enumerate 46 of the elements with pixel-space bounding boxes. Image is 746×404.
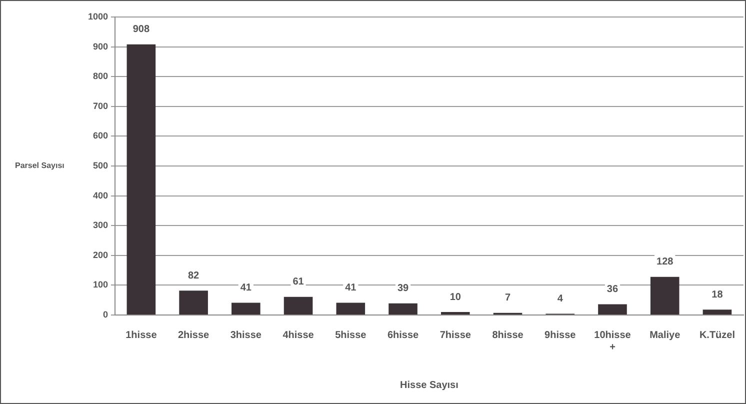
data-label: 41 [240, 282, 252, 294]
bar [232, 302, 260, 314]
data-label: 128 [656, 256, 674, 268]
data-label: 41 [345, 282, 357, 294]
data-label: 61 [292, 276, 304, 288]
y-axis-title: Parsel Sayısı [15, 161, 64, 170]
x-axis-title: Hisse Sayısı [400, 380, 459, 391]
bar [284, 296, 313, 314]
bar [388, 303, 418, 314]
x-tick-label: 5hisse [335, 330, 367, 341]
bar [598, 304, 627, 314]
y-tick-label: 300 [92, 220, 108, 230]
bar [126, 44, 156, 314]
x-tick-label: 8hisse [492, 330, 524, 341]
data-label: 7 [504, 292, 511, 304]
y-tick-label: 1000 [88, 11, 108, 22]
x-tick-label: 1hisse [126, 330, 158, 341]
data-label: 18 [712, 289, 724, 300]
data-label: 36 [606, 284, 618, 296]
bar [179, 290, 208, 314]
x-tick-label: 4hisse [282, 330, 314, 341]
y-tick-label: 800 [92, 71, 108, 82]
x-tick-label: 2hisse [178, 330, 210, 341]
data-label: 82 [188, 270, 200, 282]
y-tick-label: 700 [92, 100, 108, 111]
y-tick-label: 900 [92, 41, 108, 52]
y-tick-label: 0 [102, 309, 108, 320]
x-tick-label: 6hisse [387, 330, 420, 341]
x-tick-label: 7hisse [440, 330, 472, 341]
data-label: 39 [397, 283, 410, 294]
y-tick-label: 500 [92, 160, 108, 170]
x-tick-label: K.Tüzel [699, 330, 736, 341]
data-label: 4 [557, 294, 564, 305]
data-label: 908 [132, 24, 150, 36]
x-tick-label: 10hisse + [594, 330, 632, 353]
bar [336, 302, 366, 314]
y-tick-label: 600 [92, 130, 108, 141]
data-label: 10 [450, 292, 462, 303]
bar [650, 276, 680, 314]
x-tick-label: 9hisse [544, 330, 576, 341]
x-tick-label: 3hisse [230, 330, 262, 341]
y-tick-label: 200 [92, 250, 108, 260]
y-tick-label: 100 [92, 280, 108, 290]
bar [702, 310, 732, 314]
x-tick-label: Maliye [650, 330, 681, 341]
y-tick-label: 400 [92, 190, 108, 200]
